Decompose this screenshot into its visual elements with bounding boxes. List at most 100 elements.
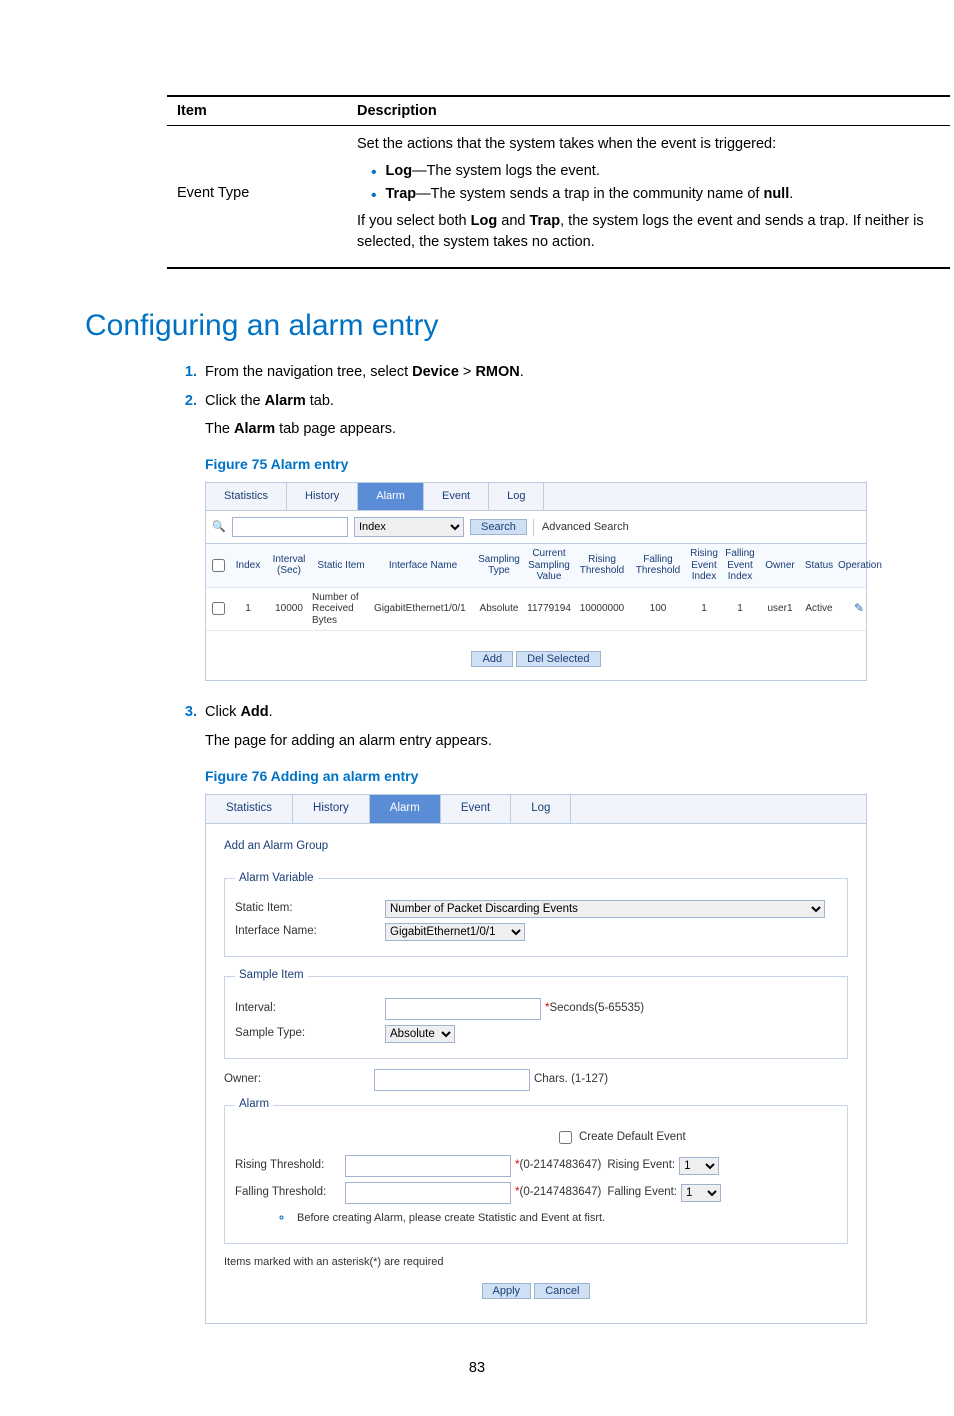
tab-history[interactable]: History <box>287 483 358 510</box>
tab-log[interactable]: Log <box>489 483 544 510</box>
step-2: Click the Alarm tab. The Alarm tab page … <box>201 390 869 682</box>
b: Device <box>412 364 459 380</box>
cell: 10000000 <box>574 599 630 619</box>
create-default-event-checkbox[interactable] <box>559 1131 572 1144</box>
label: Sample Type: <box>235 1025 385 1043</box>
col: Interface Name <box>372 556 474 576</box>
t: . <box>789 186 793 202</box>
fieldset-alarm: Alarm Create Default Event Rising Thresh… <box>224 1096 848 1244</box>
col: Interval (Sec) <box>268 550 310 581</box>
figure-caption: Figure 76 Adding an alarm entry <box>205 766 869 788</box>
step-3: Click Add. The page for adding an alarm … <box>201 701 869 1324</box>
static-item-select[interactable]: Number of Packet Discarding Events <box>385 900 825 918</box>
b: Alarm <box>234 421 275 437</box>
edit-icon[interactable]: ✎ <box>836 598 882 620</box>
cell: Absolute <box>474 599 524 619</box>
sample-type-select[interactable]: Absolute <box>385 1025 455 1043</box>
interval-input[interactable] <box>385 998 541 1020</box>
rising-threshold-input[interactable] <box>345 1155 511 1177</box>
section-heading: Configuring an alarm entry <box>85 309 869 343</box>
interface-select[interactable]: GigabitEthernet1/0/1 <box>385 923 525 941</box>
label: Falling Threshold: <box>235 1184 345 1202</box>
col: Static Item <box>310 556 372 576</box>
label: Rising Event: <box>607 1157 675 1175</box>
hint: (0-2147483647) <box>519 1159 601 1171</box>
select-all-checkbox[interactable] <box>212 559 225 572</box>
th-desc: Description <box>347 96 950 126</box>
advanced-search-link[interactable]: Advanced Search <box>533 519 629 536</box>
cell: 1 <box>686 599 722 619</box>
falling-event-select[interactable]: 1 <box>681 1184 721 1202</box>
hint: Chars. (1-127) <box>534 1071 608 1089</box>
step-1: From the navigation tree, select Device … <box>201 361 869 383</box>
search-button[interactable]: Search <box>470 519 527 535</box>
col: Status <box>802 556 836 576</box>
search-input[interactable] <box>232 517 348 537</box>
steps-list: From the navigation tree, select Device … <box>173 361 869 1324</box>
grid-row: 1 10000 Number of Received Bytes Gigabit… <box>206 588 866 632</box>
cancel-button[interactable]: Cancel <box>534 1283 590 1299</box>
b: Add <box>240 704 268 720</box>
t: —The system sends a trap in the communit… <box>416 186 763 202</box>
b: Trap <box>529 213 560 229</box>
list-item: • Trap—The system sends a trap in the co… <box>371 184 940 205</box>
t: From the navigation tree, select <box>205 364 412 380</box>
tab-alarm[interactable]: Alarm <box>358 483 424 510</box>
td-item: Event Type <box>167 126 347 269</box>
footnote: Items marked with an asterisk(*) are req… <box>224 1254 848 1271</box>
b: Alarm <box>265 393 306 409</box>
list-item: • Log—The system logs the event. <box>371 161 940 182</box>
b: Log <box>386 163 413 179</box>
tab-statistics[interactable]: Statistics <box>206 795 293 823</box>
fieldset-alarm-variable: Alarm Variable Static Item: Number of Pa… <box>224 870 848 958</box>
search-field-select[interactable]: Index <box>354 517 464 537</box>
fig75-screenshot: Statistics History Alarm Event Log 🔍 Ind… <box>205 482 867 681</box>
tab-event[interactable]: Event <box>441 795 511 823</box>
owner-input[interactable] <box>374 1069 530 1091</box>
label: Interface Name: <box>235 923 385 941</box>
t: The <box>205 421 234 437</box>
rising-event-select[interactable]: 1 <box>679 1157 719 1175</box>
col: Falling Threshold <box>630 550 686 581</box>
col: Rising Event Index <box>686 544 722 587</box>
note: Before creating Alarm, please create Sta… <box>293 1210 837 1227</box>
legend: Alarm Variable <box>235 870 318 888</box>
hint: (0-2147483647) <box>519 1186 601 1198</box>
fieldset-sample-item: Sample Item Interval: *Seconds(5-65535) … <box>224 967 848 1059</box>
t: . <box>269 704 273 720</box>
col: Rising Threshold <box>574 550 630 581</box>
tab-bar: Statistics History Alarm Event Log <box>206 795 866 824</box>
cell: Number of Received Bytes <box>310 588 372 631</box>
cell: 10000 <box>268 599 310 619</box>
apply-button[interactable]: Apply <box>482 1283 532 1299</box>
tab-log[interactable]: Log <box>511 795 571 823</box>
td-desc: Set the actions that the system takes wh… <box>347 126 950 269</box>
tab-event[interactable]: Event <box>424 483 489 510</box>
del-selected-button[interactable]: Del Selected <box>516 651 600 667</box>
search-row: 🔍 Index Search Advanced Search <box>206 511 866 544</box>
cell: user1 <box>758 599 802 619</box>
label: Rising Threshold: <box>235 1157 345 1175</box>
definition-table: Item Description Event Type Set the acti… <box>167 95 950 269</box>
col: Current Sampling Value <box>524 544 574 587</box>
hint: Seconds(5-65535) <box>549 1002 644 1014</box>
tab-statistics[interactable]: Statistics <box>206 483 287 510</box>
b: Log <box>471 213 498 229</box>
col: Owner <box>758 556 802 576</box>
label: Interval: <box>235 1000 385 1018</box>
falling-threshold-input[interactable] <box>345 1182 511 1204</box>
figure-caption: Figure 75 Alarm entry <box>205 454 869 476</box>
cell: 1 <box>228 599 268 619</box>
label: Create Default Event <box>579 1129 686 1147</box>
cell: 100 <box>630 599 686 619</box>
t: —The system logs the event. <box>412 163 600 179</box>
col: Sampling Type <box>474 550 524 581</box>
b: RMON <box>475 364 519 380</box>
grid-header: Index Interval (Sec) Static Item Interfa… <box>206 544 866 588</box>
tab-bar: Statistics History Alarm Event Log <box>206 483 866 511</box>
row-checkbox[interactable] <box>212 602 225 615</box>
add-button[interactable]: Add <box>471 651 513 667</box>
tab-history[interactable]: History <box>293 795 370 823</box>
tab-alarm[interactable]: Alarm <box>370 795 441 823</box>
legend: Alarm <box>235 1096 273 1114</box>
